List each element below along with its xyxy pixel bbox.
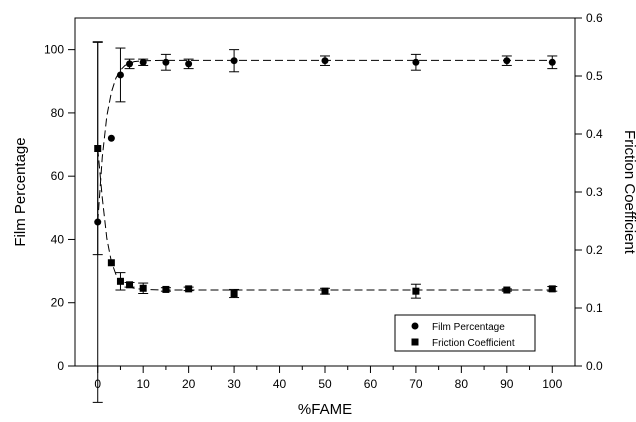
point-film [126,60,134,68]
y2-tick-label: 0.5 [586,69,603,83]
point-film [412,58,420,66]
point-friction [139,284,147,292]
point-film [548,58,556,66]
point-film [107,134,115,142]
point-film [185,60,193,68]
x-axis-title: %FAME [298,401,352,418]
point-film [230,57,238,65]
point-friction [94,145,102,152]
point-friction [162,285,170,293]
fit-curve-film [97,59,553,223]
y-tick-label: 20 [51,296,65,310]
point-film [94,218,102,226]
x-tick-label: 80 [455,377,469,391]
y2-axis-title: Friction Coefficient [621,130,636,255]
legend-label-friction: Friction Coefficient [432,338,515,349]
y-axis-title: Film Percentage [12,137,29,246]
legend-box [394,314,536,352]
x-tick-label: 100 [542,377,562,391]
legend-label-film: Film Percentage [432,322,505,333]
y-tick-label: 80 [51,106,65,120]
point-friction [116,277,124,285]
point-friction [107,259,115,267]
y2-tick-label: 0.0 [586,359,603,373]
marker-layer [94,57,556,297]
point-film [139,58,147,66]
y2-tick-label: 0.1 [586,301,603,315]
point-film [321,57,329,65]
y-tick-label: 40 [51,232,65,246]
x-tick-label: 30 [227,377,241,391]
axes-layer: 01020304050607080901000204060801000.00.1… [44,11,603,391]
y-tick-label: 0 [57,359,64,373]
fit-curve-friction [97,148,553,291]
x-tick-label: 70 [409,377,423,391]
point-film [503,57,511,65]
point-friction [321,287,329,295]
point-film [116,71,124,79]
y2-tick-label: 0.4 [586,127,603,141]
x-tick-label: 50 [318,377,332,391]
fit-layer [97,59,553,291]
y2-tick-label: 0.3 [586,185,603,199]
point-friction [503,286,511,294]
x-tick-label: 20 [182,377,196,391]
point-friction [548,285,556,293]
point-friction [126,281,134,289]
y2-tick-label: 0.2 [586,243,603,257]
legend-square-marker [411,338,419,346]
point-friction [230,290,238,297]
point-film [162,58,170,66]
point-friction [412,287,420,295]
x-tick-label: 10 [137,377,151,391]
legend-circle-marker [411,322,419,330]
legend: Film Percentage Friction Coefficient [394,314,536,352]
x-tick-label: 90 [500,377,514,391]
y-tick-label: 100 [44,43,64,57]
y-tick-label: 60 [51,169,65,183]
point-friction [185,285,193,293]
x-tick-label: 60 [364,377,378,391]
x-tick-label: 40 [273,377,287,391]
y2-tick-label: 0.6 [586,11,603,25]
plot-frame [74,17,576,367]
